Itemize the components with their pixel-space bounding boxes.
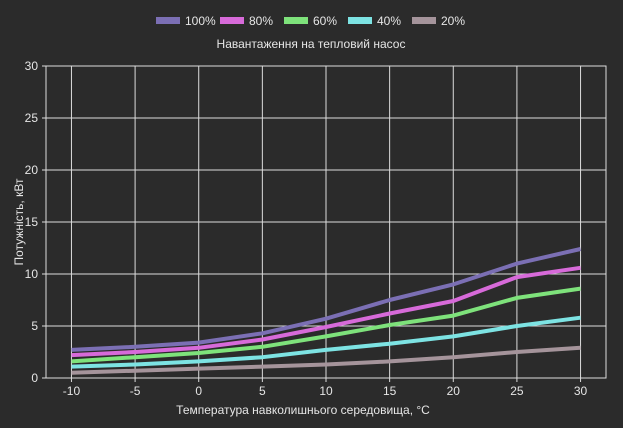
legend-label: 80% xyxy=(249,14,273,28)
x-tick-label: 25 xyxy=(510,384,524,398)
legend-label: 100% xyxy=(185,14,216,28)
y-axis-title: Потужність, кВт xyxy=(12,178,26,265)
series-line-40pct xyxy=(71,315,581,369)
y-tick-label: 15 xyxy=(25,215,39,229)
series-line-80pct xyxy=(71,265,581,358)
x-tick-label: -10 xyxy=(63,384,81,398)
legend-swatch xyxy=(220,17,244,24)
legend: 100% 80% 60% 40% 20% xyxy=(156,14,465,28)
series-line-60pct xyxy=(71,286,581,364)
legend-label: 20% xyxy=(441,14,465,28)
legend-swatch xyxy=(284,17,308,24)
y-tick-label: 5 xyxy=(31,319,38,333)
x-tick-label: 30 xyxy=(574,384,588,398)
legend-swatch xyxy=(156,17,180,24)
x-tick-label: 10 xyxy=(319,384,333,398)
x-tick-label: -5 xyxy=(130,384,141,398)
series-line-100pct xyxy=(71,247,581,352)
x-tick-label: 15 xyxy=(383,384,397,398)
x-tick-label: 5 xyxy=(259,384,266,398)
legend-title: Навантаження на тепловий насос xyxy=(217,37,406,51)
y-tick-label: 20 xyxy=(25,163,39,177)
series-line-20pct xyxy=(71,345,581,375)
y-tick-label: 30 xyxy=(25,59,39,73)
series-lines xyxy=(71,247,581,375)
legend-label: 60% xyxy=(313,14,337,28)
ticks: -10 -5 0 5 10 15 20 25 30 0 5 10 15 20 25 30 xyxy=(25,59,588,398)
x-tick-label: 20 xyxy=(447,384,461,398)
y-tick-label: 10 xyxy=(25,267,39,281)
x-tick-label: 0 xyxy=(195,384,202,398)
legend-swatch xyxy=(348,17,372,24)
y-tick-label: 0 xyxy=(31,371,38,385)
y-tick-label: 25 xyxy=(25,111,39,125)
x-axis-title: Температура навколишнього середовища, °С xyxy=(176,403,430,417)
legend-label: 40% xyxy=(377,14,401,28)
legend-swatch xyxy=(412,17,436,24)
